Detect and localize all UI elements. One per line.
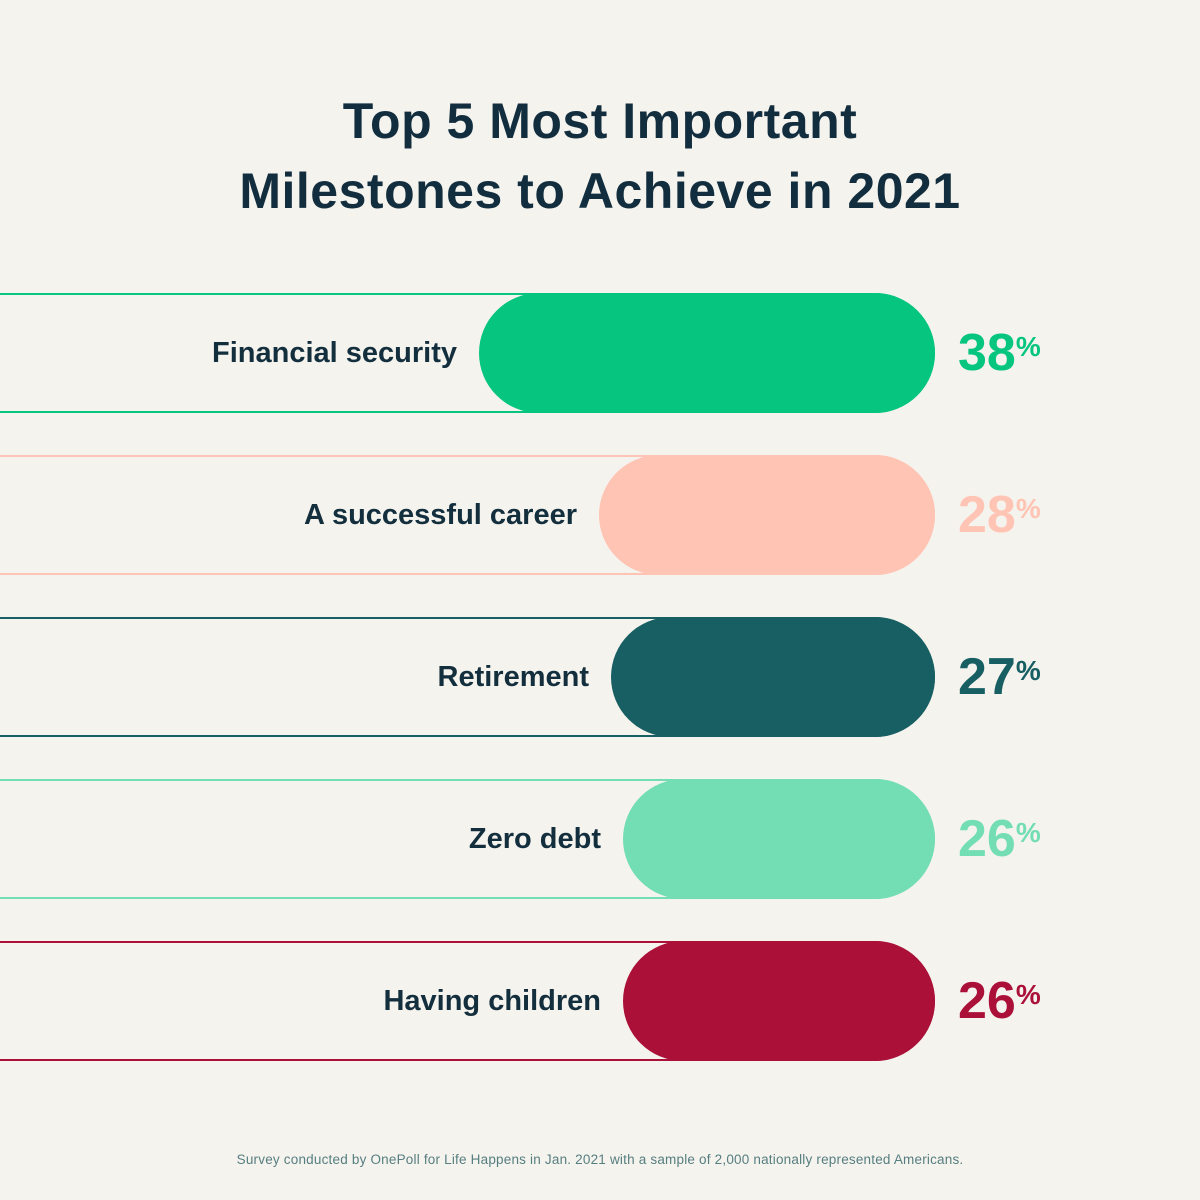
bar-row: Zero debt 26% (0, 779, 1200, 899)
chart-title: Top 5 Most Important Milestones to Achie… (0, 86, 1200, 226)
bar-row: Retirement 27% (0, 617, 1200, 737)
bar-value-percent-sign: % (1015, 979, 1041, 1010)
bar-value-number: 28 (958, 486, 1016, 544)
bar-value-label: 26% (958, 941, 1041, 1061)
bar-value-percent-sign: % (1015, 493, 1041, 524)
bar-category-label: Having children (383, 985, 601, 1017)
bar-value-number: 27 (958, 648, 1016, 706)
chart-title-line1: Top 5 Most Important (342, 93, 858, 149)
bar-value-number: 26 (958, 972, 1016, 1030)
bar-pill (623, 941, 935, 1061)
bar-row: Having children 26% (0, 941, 1200, 1061)
bar-pill (611, 617, 935, 737)
bar-value-percent-sign: % (1015, 655, 1041, 686)
bar-row: A successful career 28% (0, 455, 1200, 575)
bar-category-label: Zero debt (468, 823, 601, 855)
bar-pill (599, 455, 935, 575)
bar-category-label: A successful career (304, 499, 577, 531)
bar-value-percent-sign: % (1015, 817, 1041, 848)
bar-value-label: 26% (958, 779, 1041, 899)
bar-value-label: 28% (958, 455, 1041, 575)
bar-pill (479, 293, 935, 413)
bar-pill (623, 779, 935, 899)
bar-row: Financial security 38% (0, 293, 1200, 413)
source-footnote: Survey conducted by OnePoll for Life Hap… (236, 1152, 964, 1167)
bar-value-number: 38 (958, 324, 1016, 382)
bar-value-percent-sign: % (1015, 331, 1041, 362)
bar-category-label: Financial security (212, 337, 457, 369)
bar-category-label: Retirement (437, 661, 590, 693)
bar-value-number: 26 (958, 810, 1016, 868)
bar-chart: Financial security 38% A successful career… (0, 293, 1200, 1103)
chart-title-line2: Milestones to Achieve in 2021 (239, 163, 961, 219)
bar-value-label: 38% (958, 293, 1041, 413)
bar-value-label: 27% (958, 617, 1041, 737)
